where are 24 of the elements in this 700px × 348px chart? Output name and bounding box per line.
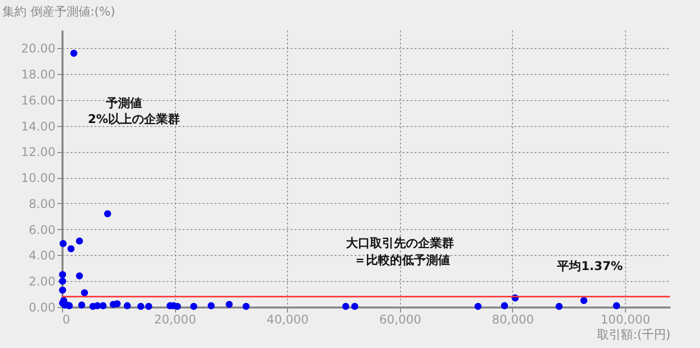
x-tick-label: 60,000 (379, 312, 422, 326)
y-tick-label: 2.00 (28, 274, 56, 289)
x-tick-label: 80,000 (492, 312, 534, 326)
annotation: 予測値 (105, 96, 142, 110)
x-tick-label: 20,000 (154, 312, 196, 326)
x-tick-label: 100,000 (600, 312, 650, 326)
x-tick-label: 40,000 (266, 312, 309, 326)
annotation: ＝比較的低予測値 (354, 253, 450, 267)
annotation: 大口取引先の企業群 (346, 236, 454, 250)
x-tick-label: 0 (62, 312, 70, 326)
y-tick-label: 12.00 (21, 145, 56, 160)
y-tick-label: 0.00 (28, 300, 56, 314)
y-tick-label: 14.00 (21, 119, 56, 134)
y-tick-label: 10.00 (21, 171, 56, 186)
y-tick-label: 16.00 (21, 93, 56, 108)
y-tick-label: 8.00 (28, 196, 56, 211)
y-tick-label: 4.00 (28, 248, 56, 263)
y-axis-title: 集約 倒産予測値:(%) (2, 4, 116, 18)
x-axis-title: 取引額:(千円) (597, 328, 670, 342)
y-tick-label: 6.00 (28, 222, 56, 237)
y-tick-label: 20.00 (21, 42, 56, 56)
annotation: 2%以上の企業群 (88, 112, 180, 126)
annotation: 平均1.37% (556, 259, 623, 273)
y-tick-label: 18.00 (21, 68, 56, 82)
